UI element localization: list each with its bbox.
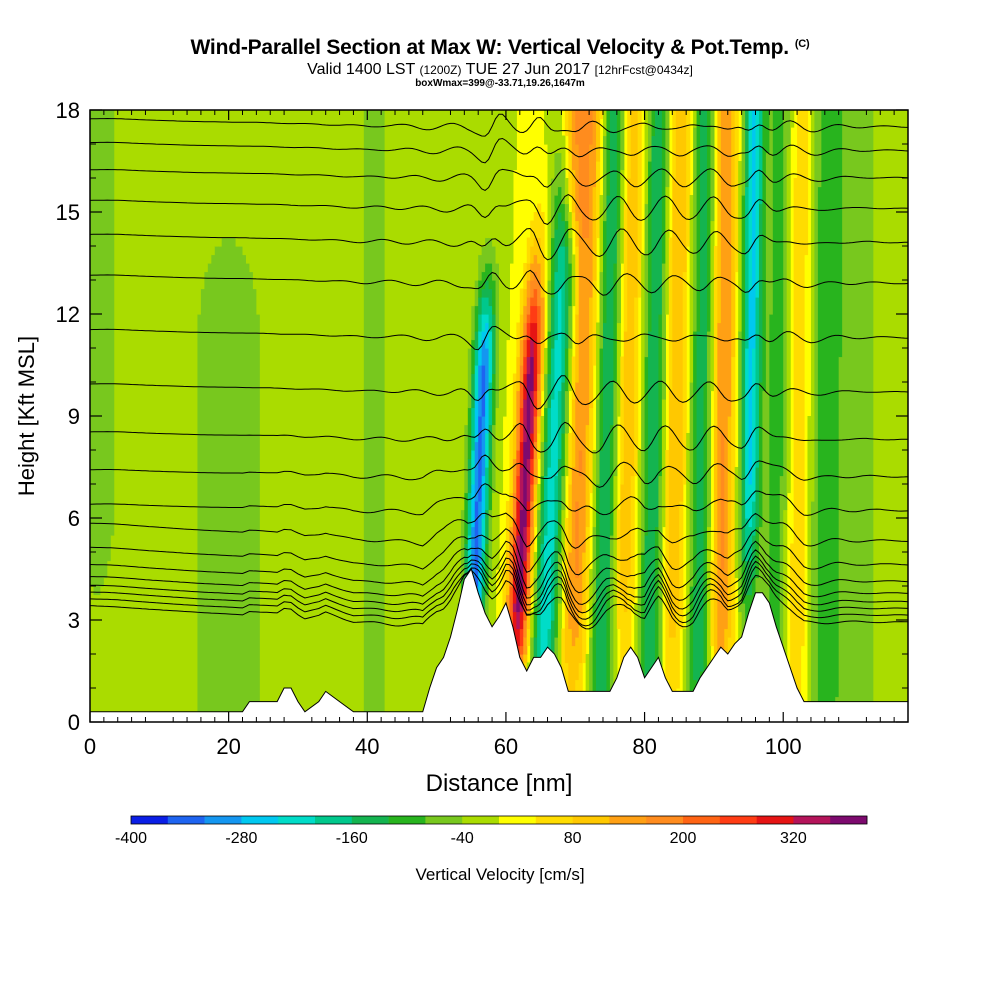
y-tick-label: 6 (68, 506, 80, 531)
colorbar-swatch (204, 816, 242, 824)
x-axis: 0 20 40 60 80 100 (84, 110, 895, 759)
colorbar-swatch (683, 816, 721, 824)
colorbar-swatch (572, 816, 610, 824)
colorbar-swatch (131, 816, 169, 824)
y-tick-label: 12 (56, 302, 80, 327)
colorbar-tick-label: -280 (225, 830, 257, 847)
y-tick-label: 0 (68, 710, 80, 735)
colorbar-swatch (388, 816, 426, 824)
colorbar-swatch (167, 816, 205, 824)
colorbar-swatch (830, 816, 868, 824)
colorbar-label: Vertical Velocity [cm/s] (415, 865, 584, 884)
terrain-profile (90, 567, 908, 722)
colorbar-tick-label: -400 (115, 830, 147, 847)
y-axis-label: Height [Kft MSL] (14, 336, 39, 496)
colorbar-swatch (278, 816, 316, 824)
plot-area (90, 110, 908, 722)
colorbar-swatch (609, 816, 647, 824)
chart-title: Wind-Parallel Section at Max W: Vertical… (190, 36, 810, 59)
colorbar-swatch (646, 816, 684, 824)
y-axis: 0 3 6 9 12 15 18 (56, 98, 908, 735)
colorbar-swatch (756, 816, 794, 824)
colorbar-swatch (315, 816, 353, 824)
y-tick-label: 9 (68, 404, 80, 429)
colorbar-swatch (719, 816, 757, 824)
y-tick-label: 3 (68, 608, 80, 633)
x-tick-label: 60 (494, 734, 518, 759)
y-tick-label: 18 (56, 98, 80, 123)
colorbar-tick-label: -40 (451, 830, 474, 847)
colorbar-swatch (351, 816, 389, 824)
colorbar-tick-label: 200 (670, 830, 697, 847)
x-axis-label: Distance [nm] (426, 770, 573, 797)
colorbar: -400 -280 -160 -40 80 200 320 (115, 815, 868, 847)
x-tick-label: 80 (632, 734, 656, 759)
colorbar-swatch (499, 816, 537, 824)
x-tick-label: 100 (765, 734, 802, 759)
chart-box-info: boxWmax=399@-33.71,19.26,1647m (415, 78, 585, 89)
colorbar-tick-label: 320 (780, 830, 807, 847)
x-tick-label: 20 (216, 734, 240, 759)
copyright-mark: (C) (794, 38, 810, 50)
x-tick-label: 0 (84, 734, 96, 759)
y-tick-label: 15 (56, 200, 80, 225)
colorbar-swatch (535, 816, 573, 824)
x-tick-label: 40 (355, 734, 379, 759)
colorbar-swatch (793, 816, 831, 824)
theta-contours (90, 113, 908, 630)
colorbar-swatch (425, 816, 463, 824)
colorbar-swatch (462, 816, 500, 824)
colorbar-swatch (241, 816, 279, 824)
chart-subtitle: Valid 1400 LST (1200Z) TUE 27 Jun 2017 [… (307, 61, 693, 78)
colorbar-tick-label: 80 (564, 830, 582, 847)
colorbar-tick-label: -160 (336, 830, 368, 847)
